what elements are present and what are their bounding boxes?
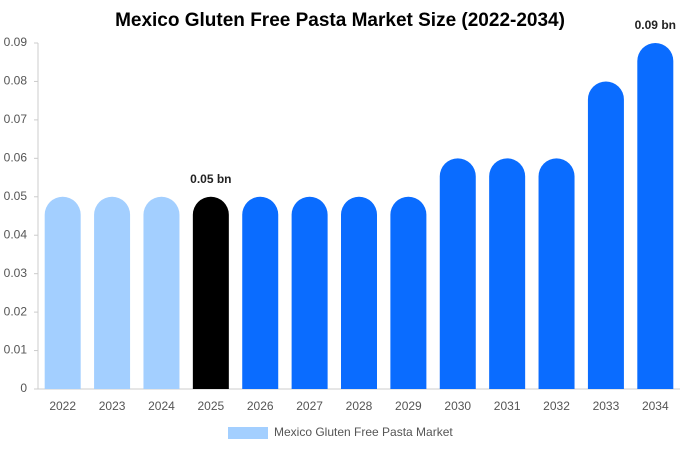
x-tick-label: 2027: [296, 399, 323, 413]
bar: [538, 158, 575, 389]
y-tick-label: 0.01: [4, 343, 28, 357]
bar: [242, 196, 279, 389]
y-tick-label: 0.05: [4, 189, 28, 203]
x-tick-label: 2028: [346, 399, 373, 413]
chart-title: Mexico Gluten Free Pasta Market Size (20…: [115, 10, 565, 31]
x-tick-label: 2031: [494, 399, 521, 413]
bar: [439, 158, 476, 389]
bar: [637, 43, 674, 389]
y-tick-label: 0.07: [4, 112, 28, 126]
bar: [390, 196, 427, 389]
x-tick-label: 2029: [395, 399, 422, 413]
bar: [291, 196, 328, 389]
bar: [489, 158, 526, 389]
value-label: 0.09 bn: [635, 18, 676, 32]
x-tick-label: 2023: [99, 399, 126, 413]
y-tick-label: 0.04: [4, 227, 28, 241]
legend-swatch: [228, 427, 268, 439]
y-tick-label: 0.03: [4, 266, 28, 280]
x-tick-label: 2034: [642, 399, 669, 413]
y-tick-label: 0.08: [4, 74, 28, 88]
y-tick-label: 0.06: [4, 151, 28, 165]
y-tick-label: 0: [20, 381, 27, 395]
x-tick-label: 2026: [247, 399, 274, 413]
legend-label: Mexico Gluten Free Pasta Market: [274, 425, 453, 439]
x-tick-label: 2025: [197, 399, 224, 413]
value-label: 0.05 bn: [190, 172, 231, 186]
bar: [44, 196, 81, 389]
bar: [143, 196, 180, 389]
y-tick-label: 0.09: [4, 35, 28, 49]
bar: [587, 81, 624, 389]
x-tick-label: 2022: [49, 399, 76, 413]
x-tick-label: 2030: [444, 399, 471, 413]
y-tick-label: 0.02: [4, 304, 28, 318]
x-tick-label: 2024: [148, 399, 175, 413]
x-tick-label: 2033: [593, 399, 620, 413]
bar: [192, 196, 229, 389]
bar: [94, 196, 131, 389]
x-tick-label: 2032: [543, 399, 570, 413]
bar: [341, 196, 377, 389]
